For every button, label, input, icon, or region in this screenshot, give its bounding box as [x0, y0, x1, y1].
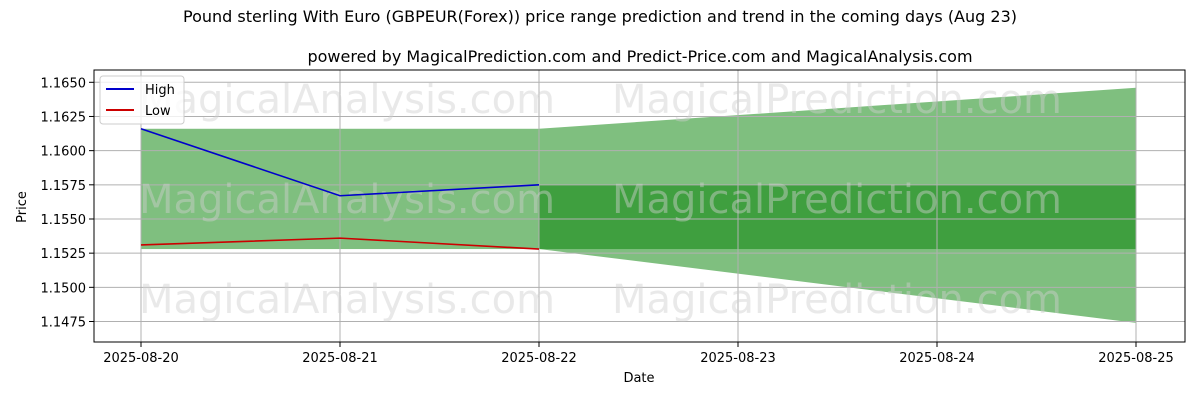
- y-tick-label: 1.1575: [41, 179, 87, 194]
- x-axis-label: Date: [623, 371, 654, 386]
- x-tick-label: 2025-08-24: [899, 351, 975, 366]
- x-tick-label: 2025-08-21: [302, 351, 378, 366]
- watermark: MagicalAnalysis.com: [139, 177, 555, 223]
- x-tick-label: 2025-08-25: [1098, 351, 1174, 366]
- legend-low-label: Low: [145, 104, 171, 119]
- watermark: MagicalPrediction.com: [612, 77, 1062, 123]
- y-tick-label: 1.1500: [41, 281, 87, 296]
- watermark: MagicalPrediction.com: [612, 277, 1062, 323]
- y-tick-label: 1.1600: [41, 145, 87, 160]
- x-tick-label: 2025-08-22: [501, 351, 577, 366]
- series-line-low: [140, 237, 540, 250]
- legend-high-label: High: [145, 83, 175, 98]
- series-line-high: [140, 128, 540, 197]
- chart-title: Pound sterling With Euro (GBPEUR(Forex))…: [183, 7, 1017, 26]
- x-tick-label: 2025-08-20: [103, 351, 179, 366]
- y-tick-label: 1.1625: [41, 110, 87, 125]
- plot-frame: [93, 69, 1186, 343]
- x-tick-label: 2025-08-23: [700, 351, 776, 366]
- watermark: MagicalAnalysis.com: [139, 277, 555, 323]
- prediction-core-band: [539, 184, 1136, 250]
- watermark: MagicalAnalysis.com: [139, 77, 555, 123]
- legend: High Low: [99, 75, 185, 125]
- watermark: MagicalPrediction.com: [612, 177, 1062, 223]
- y-tick-label: 1.1475: [41, 315, 87, 330]
- y-tick-label: 1.1650: [41, 76, 87, 91]
- chart-subtitle: powered by MagicalPrediction.com and Pre…: [307, 47, 972, 66]
- y-tick-label: 1.1525: [41, 247, 87, 262]
- y-axis-label: Price: [15, 191, 30, 223]
- y-tick-label: 1.1550: [41, 213, 87, 228]
